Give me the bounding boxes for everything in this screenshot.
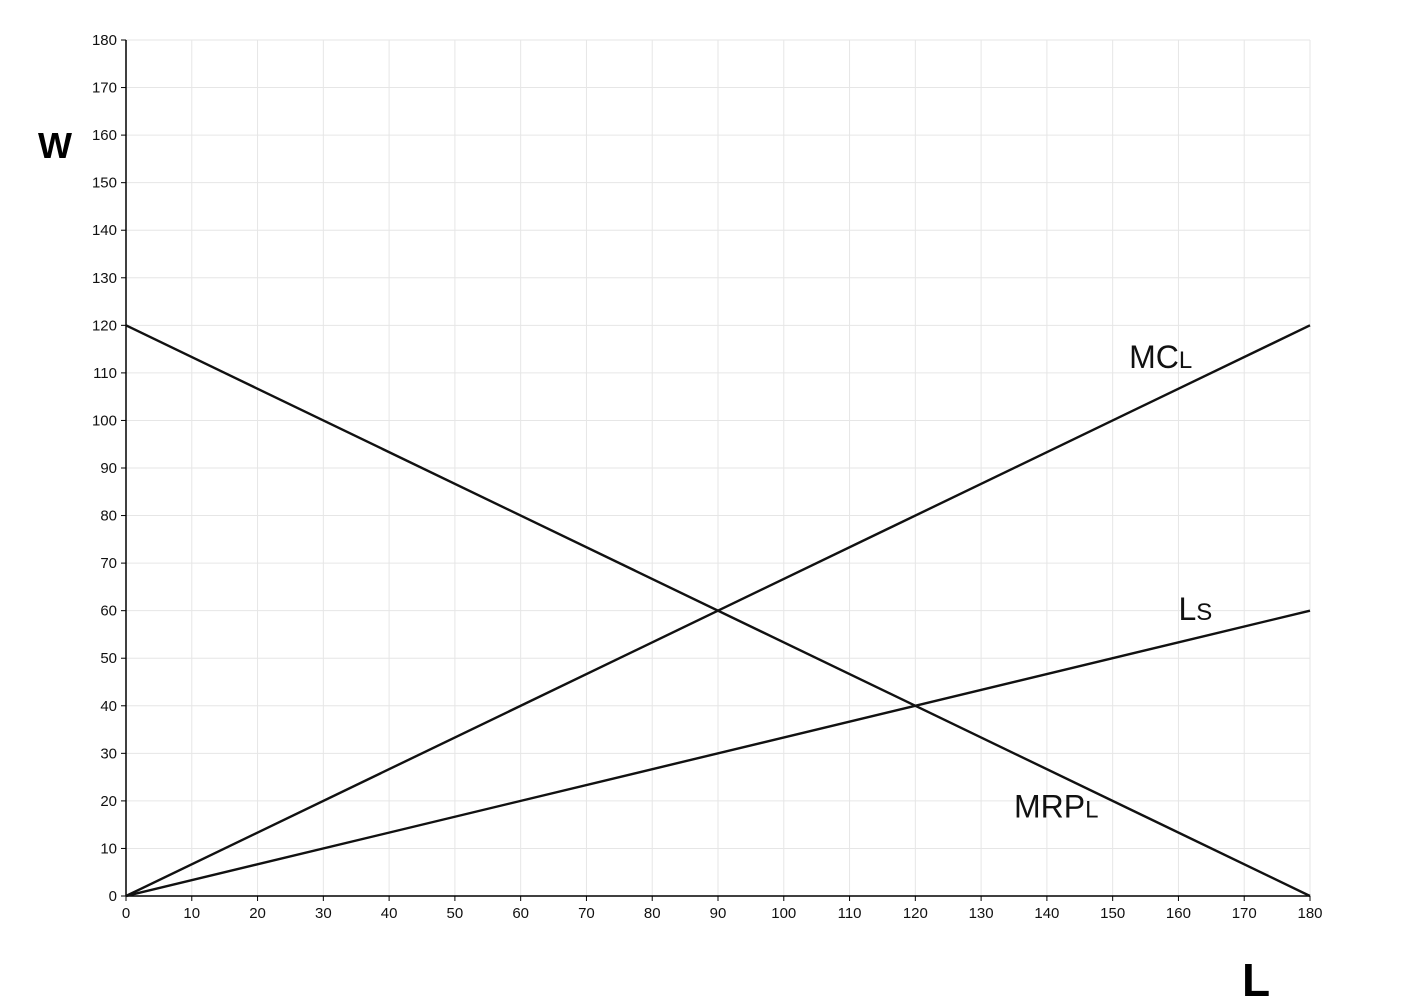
series-labels: MCL LS MRPL [1014, 339, 1212, 824]
x-tick-labels: 0 10 20 30 40 50 60 70 80 90 100 110 120 130 140 150 160… [122, 905, 1323, 922]
x-tick-label: 90 [710, 905, 727, 922]
x-tick-label: 40 [381, 905, 398, 922]
y-tick-label: 20 [100, 793, 117, 810]
y-tick-label: 100 [92, 412, 117, 429]
y-tick-label: 40 [100, 698, 117, 715]
y-tick-label: 140 [92, 222, 117, 239]
y-tick-label: 30 [100, 745, 117, 762]
grid [125, 39, 1311, 897]
y-tick-label: 110 [93, 365, 117, 382]
series-label-mcl: MCL [1129, 339, 1192, 375]
x-tick-label: 10 [183, 905, 200, 922]
y-tick-label: 160 [92, 127, 117, 144]
x-tick-label: 160 [1166, 905, 1191, 922]
x-tick-label: 180 [1297, 905, 1322, 922]
x-tick-label: 30 [315, 905, 332, 922]
y-tick-label: 10 [100, 840, 117, 857]
series-line-ls [125, 609, 1311, 898]
x-tick-label: 50 [447, 905, 464, 922]
y-tick-label: 60 [100, 603, 117, 620]
y-tick-label: 180 [92, 32, 117, 49]
series-lines [125, 324, 1311, 898]
y-tick-label: 0 [109, 888, 117, 905]
series-label-ls: LS [1178, 591, 1212, 627]
y-axis-title: W [38, 125, 72, 166]
y-tick-label: 50 [100, 650, 117, 667]
x-tick-label: 130 [969, 905, 994, 922]
x-tick-label: 100 [771, 905, 796, 922]
x-tick-label: 0 [122, 905, 130, 922]
x-tick-label: 80 [644, 905, 661, 922]
x-axis-title: L [1242, 954, 1270, 1006]
axes [121, 39, 1311, 901]
y-tick-labels: 0 10 20 30 40 50 60 70 80 90 100 110 120 130 140 150 160… [92, 32, 117, 905]
x-tick-label: 110 [838, 905, 862, 922]
x-tick-label: 120 [903, 905, 928, 922]
y-tick-label: 130 [92, 270, 117, 287]
y-tick-label: 80 [100, 508, 117, 525]
x-tick-label: 70 [578, 905, 595, 922]
x-tick-label: 170 [1232, 905, 1257, 922]
y-tick-label: 170 [92, 80, 117, 97]
series-label-mrpl: MRPL [1014, 789, 1098, 825]
x-tick-label: 140 [1034, 905, 1059, 922]
y-tick-label: 150 [92, 175, 117, 192]
y-tick-label: 120 [92, 317, 117, 334]
series-line-mrpl [125, 324, 1311, 898]
x-tick-label: 150 [1100, 905, 1125, 922]
x-tick-label: 60 [512, 905, 529, 922]
y-tick-label: 70 [100, 555, 117, 572]
x-tick-label: 20 [249, 905, 266, 922]
y-tick-label: 90 [100, 460, 117, 477]
